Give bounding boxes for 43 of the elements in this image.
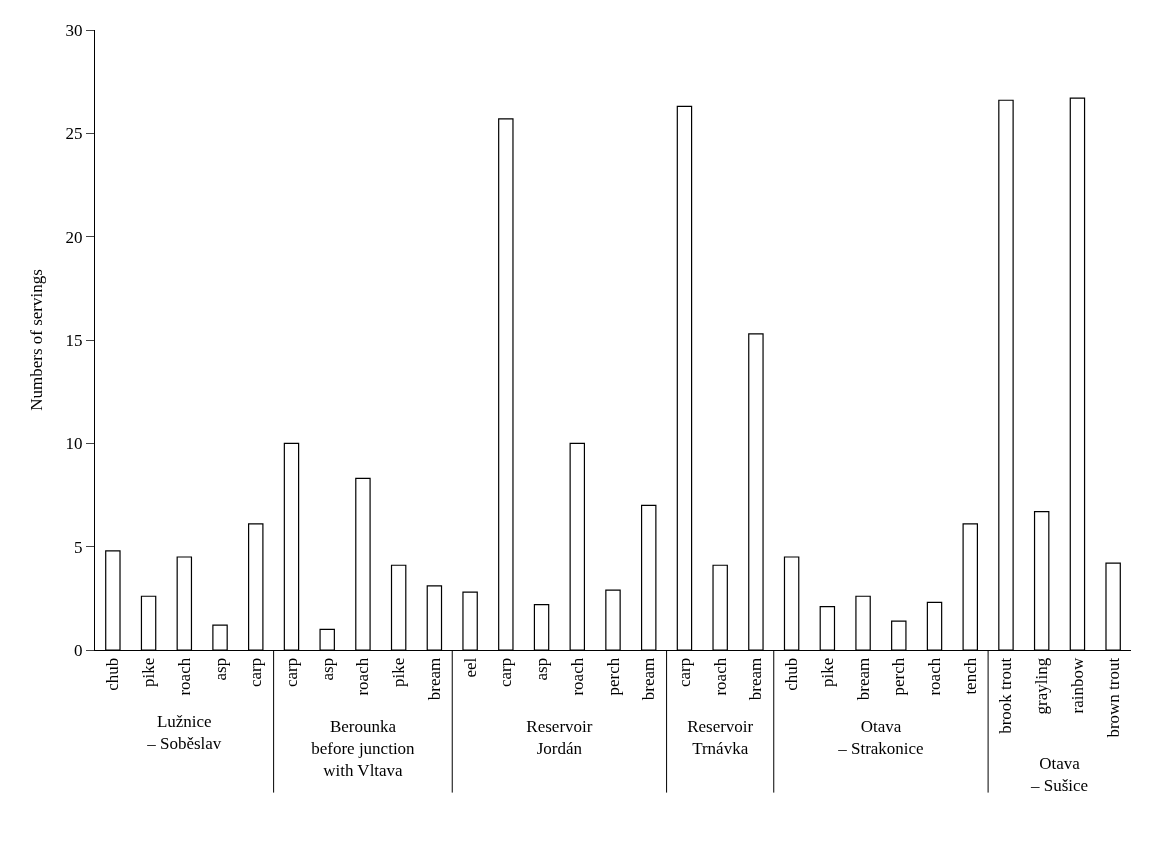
x-tick-label: roach xyxy=(710,657,730,696)
x-tick-label: bream xyxy=(746,657,766,701)
x-tick-label: pike xyxy=(817,657,837,688)
x-tick-label: asp xyxy=(532,657,552,681)
y-tick-label: 0 xyxy=(74,640,83,660)
x-axis-title: Reservoir Jordán xyxy=(526,716,593,758)
x-tick-label: bream xyxy=(424,657,444,701)
x-tick-label: tench xyxy=(960,657,980,695)
x-axis-title: Otava – Sušice xyxy=(1029,754,1089,796)
y-axis-title: Numbers of servings xyxy=(27,269,47,411)
x-tick-label: perch xyxy=(889,657,909,696)
x-axis-title: Reservoir Trnávka xyxy=(687,716,754,758)
x-axis-title: Lužnice – Soběslav xyxy=(146,711,222,754)
x-tick-label: chub xyxy=(782,657,802,691)
y-tick-label: 10 xyxy=(65,434,83,454)
x-tick-label: roach xyxy=(353,657,373,696)
y-tick-label: 15 xyxy=(65,330,83,350)
x-tick-label: brook trout xyxy=(996,657,1016,734)
x-tick-label: asp xyxy=(210,657,230,681)
x-tick-label: eel xyxy=(460,657,480,678)
x-tick-label: chub xyxy=(103,657,123,691)
x-tick-label: roach xyxy=(925,657,945,696)
x-tick-label: carp xyxy=(282,657,302,688)
x-tick-label: roach xyxy=(567,657,587,696)
y-tick-label: 30 xyxy=(65,20,83,40)
x-tick-label: carp xyxy=(246,657,266,688)
y-tick-label: 5 xyxy=(74,537,83,557)
x-axis-title: Otava – Strakonice xyxy=(837,716,924,758)
x-tick-label: bream xyxy=(639,657,659,701)
x-axis-title: Berounka before junction with Vltava xyxy=(311,716,416,780)
x-tick-label: grayling xyxy=(1032,657,1052,715)
x-tick-label: pike xyxy=(139,657,159,688)
y-tick-label: 25 xyxy=(65,124,83,144)
x-tick-label: pike xyxy=(389,657,409,688)
x-tick-label: roach xyxy=(174,657,194,696)
x-tick-label: rainbow xyxy=(1067,657,1087,714)
x-tick-label: bream xyxy=(853,657,873,701)
x-tick-label: perch xyxy=(603,657,623,696)
y-tick-label: 20 xyxy=(65,227,83,247)
x-tick-label: carp xyxy=(674,657,694,688)
x-tick-label: asp xyxy=(317,657,337,681)
x-tick-label: carp xyxy=(496,657,516,688)
x-tick-label: brown trout xyxy=(1103,657,1123,738)
